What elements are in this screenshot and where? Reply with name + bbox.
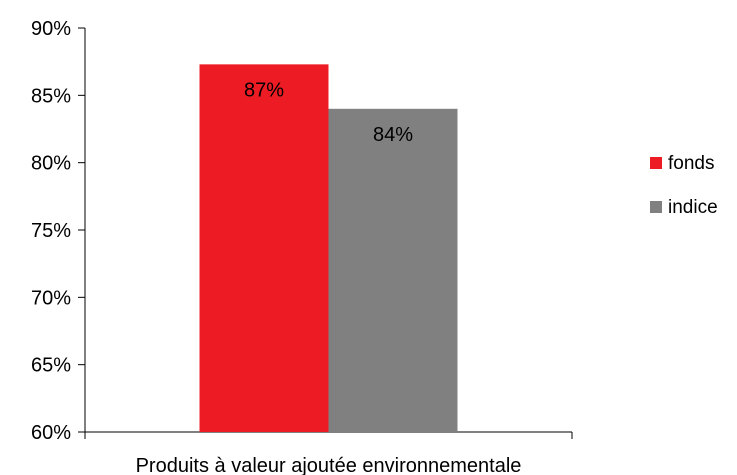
legend-swatch-indice — [650, 201, 662, 213]
bars-group — [199, 64, 458, 433]
bar-indice — [328, 108, 458, 433]
data-label-indice: 84% — [373, 124, 413, 146]
data-label-fonds: 87% — [244, 79, 284, 101]
x-axis: Produits à valeur ajoutée environnementa… — [84, 431, 573, 475]
x-category-label: Produits à valeur ajoutée environnementa… — [136, 455, 522, 475]
legend-swatch-fonds — [650, 157, 662, 169]
legend: fonds indice — [650, 153, 718, 218]
legend-label-fonds: fonds — [668, 153, 714, 174]
y-tick-label: 70% — [31, 287, 71, 309]
bar-fonds — [199, 64, 329, 433]
data-labels-group: 87% 84% — [244, 79, 413, 145]
y-axis: 60% 65% 70% 75% 80% 85% 90% — [31, 18, 86, 444]
legend-label-indice: indice — [668, 197, 718, 218]
y-tick-label: 60% — [31, 422, 71, 444]
y-tick-label: 80% — [31, 153, 71, 175]
y-tick-label: 65% — [31, 355, 71, 377]
y-tick-label: 75% — [31, 220, 71, 242]
y-tick-label: 90% — [31, 18, 71, 40]
y-tick-label: 85% — [31, 85, 71, 107]
